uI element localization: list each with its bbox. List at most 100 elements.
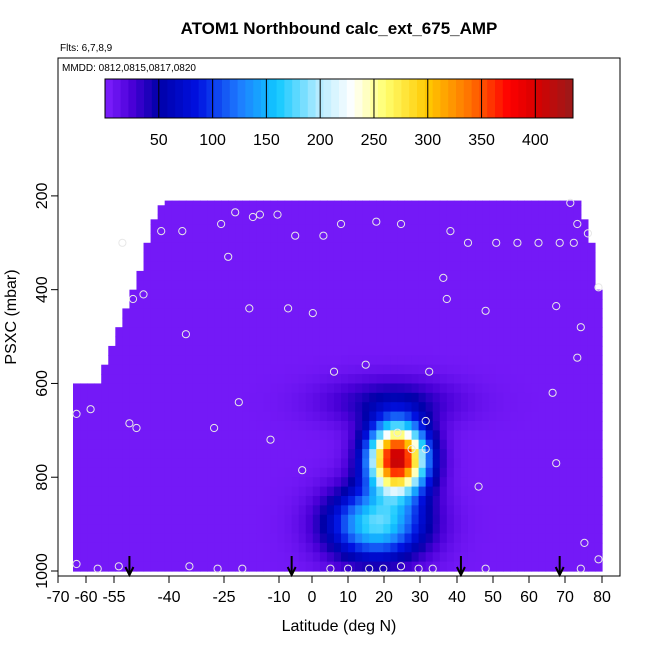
heatmap-cell	[129, 439, 138, 450]
heatmap-cell	[171, 317, 180, 328]
heatmap-cell	[475, 205, 483, 216]
heatmap-cell	[221, 270, 229, 281]
heatmap-cell	[199, 345, 208, 356]
heatmap-cell	[510, 533, 518, 544]
heatmap-cell	[333, 439, 342, 450]
heatmap-cell	[503, 561, 511, 572]
heatmap-cell	[573, 261, 582, 272]
heatmap-cell	[467, 486, 476, 497]
heatmap-cell	[397, 261, 406, 272]
heatmap-cell	[291, 411, 300, 422]
heatmap-cell	[80, 411, 88, 422]
heatmap-cell	[369, 486, 377, 497]
heatmap-cell	[192, 261, 201, 272]
heatmap-cell	[298, 505, 307, 516]
heatmap-cell	[80, 495, 88, 506]
heatmap-cell	[503, 458, 511, 469]
flight-arrows	[124, 556, 565, 578]
heatmap-cell	[467, 449, 476, 460]
heatmap-cell	[178, 345, 187, 356]
colorbar-tick-label: 250	[361, 132, 388, 149]
heatmap-cell	[348, 486, 356, 497]
y-tick-label: 1000	[34, 553, 51, 589]
heatmap-cell	[291, 467, 300, 478]
heatmap-cell	[122, 383, 131, 394]
heatmap-cell	[432, 392, 441, 403]
heatmap-cell	[270, 524, 279, 535]
heatmap-cell	[411, 439, 420, 450]
heatmap-cell	[432, 524, 441, 535]
heatmap-cell	[460, 430, 469, 441]
heatmap-cell	[587, 552, 596, 563]
heatmap-cell	[369, 524, 377, 535]
heatmap-cell	[524, 299, 533, 310]
heatmap-cell	[284, 233, 293, 244]
heatmap-cell	[545, 449, 554, 460]
heatmap-cell	[157, 514, 166, 525]
heatmap-cell	[524, 430, 533, 441]
heatmap-cell	[517, 327, 526, 338]
heatmap-cell	[587, 270, 596, 281]
heatmap-cell	[475, 364, 483, 375]
heatmap-cell	[319, 514, 328, 525]
heatmap-cell	[242, 299, 250, 310]
heatmap-cell	[178, 233, 187, 244]
heatmap-cell	[510, 477, 518, 488]
heatmap-cell	[249, 383, 257, 394]
heatmap-cell	[531, 430, 540, 441]
heatmap-cell	[305, 280, 314, 291]
heatmap-cell	[475, 355, 483, 366]
heatmap-cell	[171, 458, 180, 469]
heatmap-cell	[404, 439, 413, 450]
heatmap-cell	[207, 449, 215, 460]
heatmap-cell	[418, 317, 427, 328]
heatmap-cell	[573, 345, 582, 356]
heatmap-cell	[305, 495, 314, 506]
heatmap-cell	[326, 430, 335, 441]
heatmap-cell	[192, 280, 201, 291]
heatmap-cell	[517, 486, 526, 497]
heatmap-cell	[199, 449, 208, 460]
observation-point	[474, 482, 483, 491]
heatmap-cell	[228, 402, 236, 413]
heatmap-cell	[453, 233, 462, 244]
heatmap-cell	[171, 477, 180, 488]
heatmap-cell	[531, 214, 540, 225]
heatmap-cell	[460, 261, 469, 272]
heatmap-cell	[115, 355, 123, 366]
heatmap-cell	[460, 233, 469, 244]
heatmap-cell	[263, 449, 272, 460]
colorbar-segment	[183, 79, 192, 118]
heatmap-cell	[242, 214, 250, 225]
heatmap-cell	[510, 374, 518, 385]
heatmap-cell	[552, 224, 561, 234]
heatmap-cell	[115, 486, 123, 497]
heatmap-cell	[298, 524, 307, 535]
heatmap-cell	[249, 477, 257, 488]
heatmap-cell	[559, 486, 568, 497]
heatmap-cell	[178, 261, 187, 272]
heatmap-cell	[108, 374, 116, 385]
heatmap-cell	[171, 402, 180, 413]
heatmap-cell	[580, 308, 589, 319]
heatmap-cell	[333, 561, 342, 572]
heatmap-cell	[228, 467, 236, 478]
heatmap-cell	[362, 514, 370, 525]
heatmap-cell	[517, 411, 526, 422]
heatmap-cell	[284, 505, 293, 516]
heatmap-cell	[594, 533, 603, 544]
heatmap-cell	[467, 200, 476, 206]
heatmap-cell	[503, 420, 511, 431]
heatmap-cell	[270, 383, 279, 394]
heatmap-cell	[411, 270, 420, 281]
heatmap-cell	[305, 514, 314, 525]
heatmap-cell	[214, 280, 222, 291]
heatmap-cell	[291, 495, 300, 506]
heatmap-cell	[376, 477, 384, 488]
heatmap-cell	[157, 552, 166, 563]
heatmap-cell	[482, 233, 490, 244]
heatmap-cell	[185, 411, 194, 422]
heatmap-cell	[503, 317, 511, 328]
heatmap-cell	[397, 561, 406, 572]
heatmap-cell	[566, 542, 575, 553]
